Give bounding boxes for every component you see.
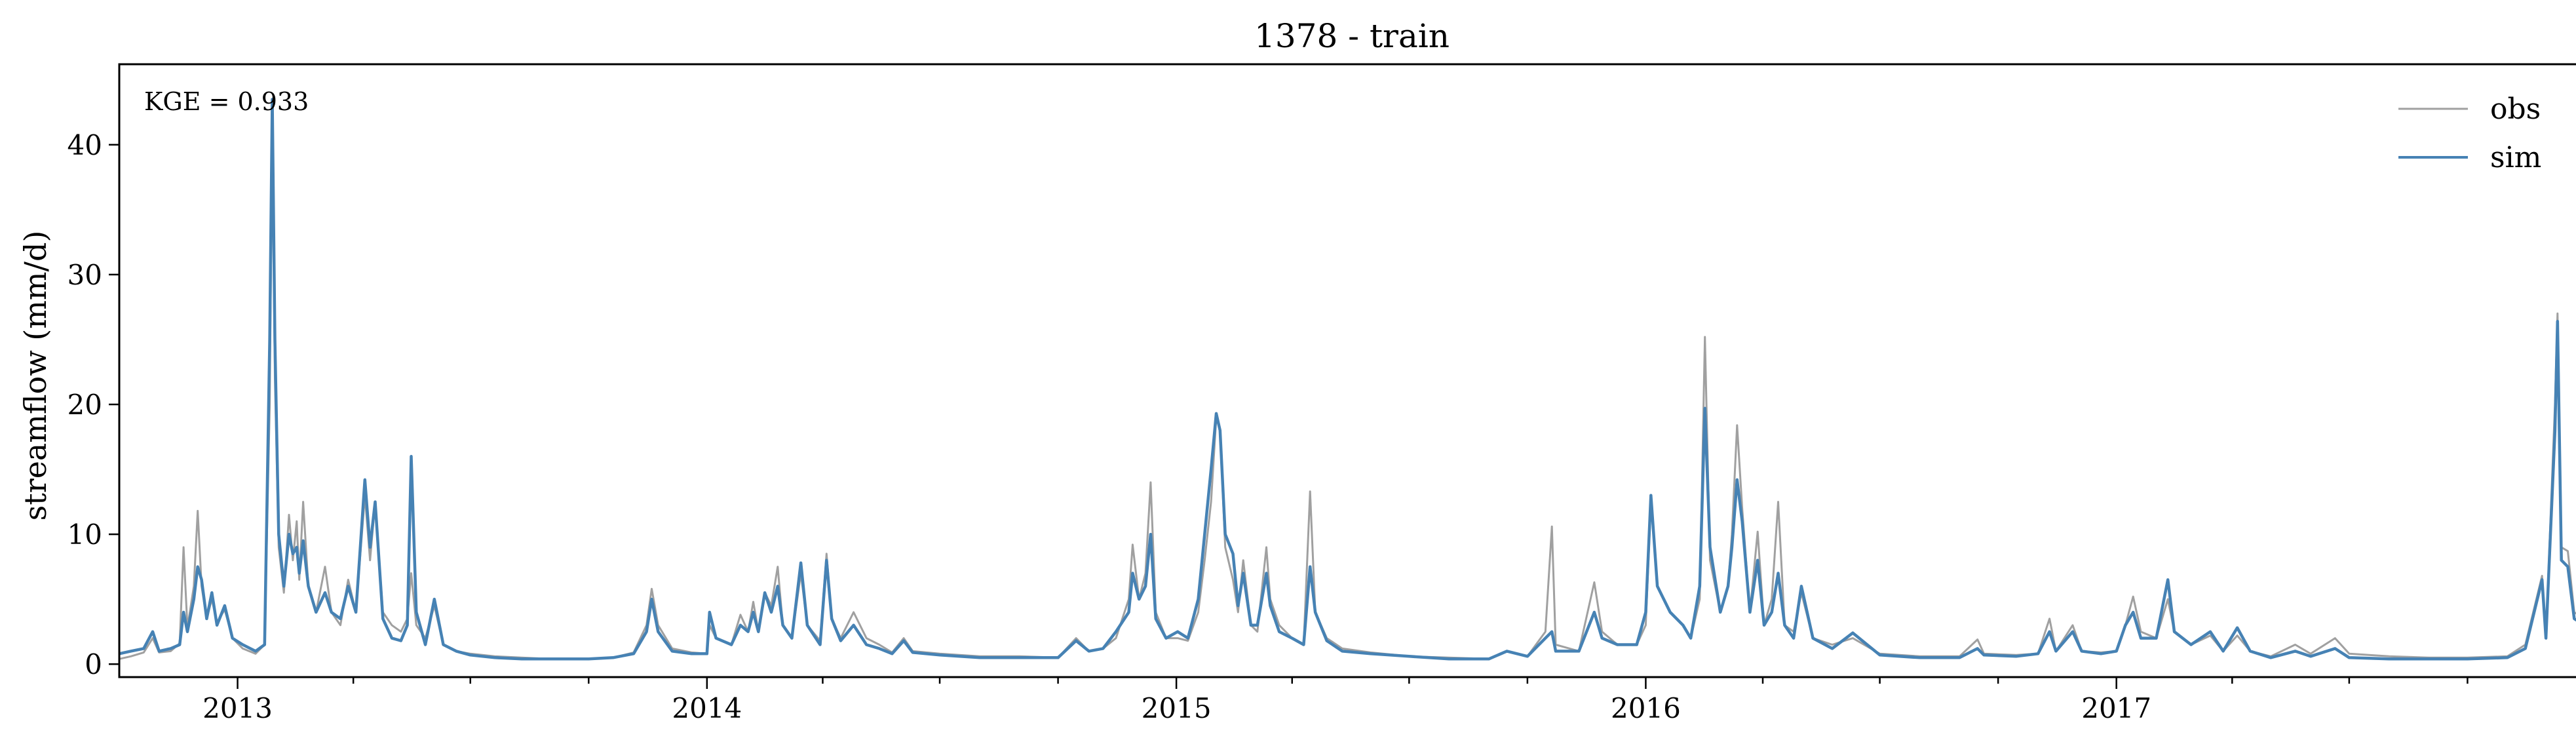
- y-tick-label: 30: [67, 259, 102, 291]
- y-axis-label: streamflow (mm/d): [18, 231, 53, 521]
- y-axis-ticks: 0 10 20 30 40: [67, 129, 119, 680]
- x-tick-label: 2013: [202, 692, 273, 724]
- x-tick-label: 2017: [2081, 692, 2151, 724]
- legend: obs sim: [2398, 92, 2541, 174]
- y-tick-label: 20: [67, 389, 102, 421]
- y-tick-label: 40: [67, 129, 102, 161]
- x-axis-ticks: 2013 2014 2015 2016 2017: [202, 677, 2467, 724]
- x-tick-label: 2014: [672, 692, 742, 724]
- legend-label-obs: obs: [2490, 92, 2541, 126]
- series-line-sim: [119, 100, 2576, 659]
- x-tick-label: 2016: [1611, 692, 1681, 724]
- plot-area: 2013 2014 2015 2016 2017 0 10 20 30 40 KGE = 0.9…: [67, 64, 2576, 724]
- chart-title: 1378 - train: [1254, 17, 1450, 55]
- legend-label-sim: sim: [2490, 141, 2541, 174]
- y-tick-label: 10: [67, 518, 102, 551]
- plot-frame: [119, 64, 2576, 677]
- kge-annotation: KGE = 0.933: [144, 87, 309, 116]
- y-tick-label: 0: [85, 648, 102, 680]
- series-line-obs: [119, 119, 2576, 659]
- x-tick-label: 2015: [1142, 692, 1212, 724]
- series-layer: [119, 100, 2576, 659]
